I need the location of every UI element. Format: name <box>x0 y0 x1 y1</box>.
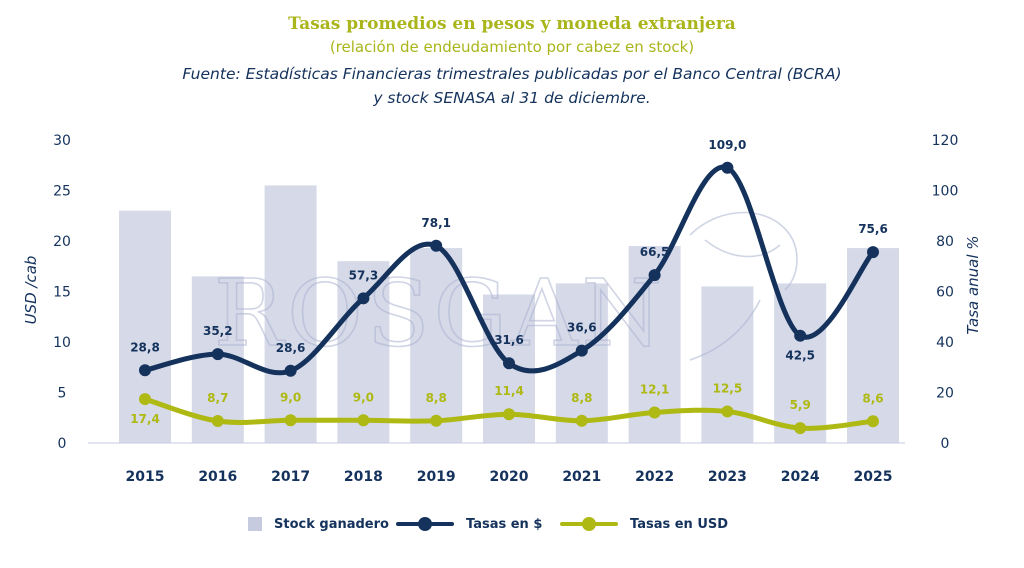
label-usd-2020: 11,4 <box>494 384 524 398</box>
point-pesos-2018 <box>357 292 370 305</box>
left-tick-label: 20 <box>53 234 71 250</box>
label-usd-2015: 17,4 <box>130 412 160 426</box>
legend-swatch-stock <box>248 517 262 531</box>
point-usd-2015 <box>139 393 151 406</box>
point-usd-2016 <box>211 415 224 428</box>
x-tick-label-2015: 2015 <box>126 469 165 485</box>
label-pesos-2015: 28,8 <box>130 340 160 354</box>
label-usd-2017: 9,0 <box>280 390 301 404</box>
x-tick-label-2023: 2023 <box>708 469 747 485</box>
point-usd-2022 <box>648 406 661 419</box>
left-tick-label: 0 <box>58 436 67 452</box>
point-pesos-2021 <box>575 344 588 357</box>
watermark-logo: ROSGAN <box>214 260 666 367</box>
chart-source: Fuente: Estadísticas Financieras trimest… <box>0 62 1024 110</box>
label-usd-2021: 8,8 <box>571 391 592 405</box>
chart-subtitle: (relación de endeudamiento por cabez en … <box>329 38 695 56</box>
lines-layer <box>139 161 879 435</box>
point-usd-2019 <box>430 414 443 427</box>
bar-stock-2019 <box>410 248 463 443</box>
right-tick-label: 120 <box>932 133 959 149</box>
bar-stock-2023 <box>701 286 754 443</box>
legend: Stock ganadero Tasas en $ Tasas en USD <box>0 512 1024 536</box>
chart-title: Tasas promedios en pesos y moneda extran… <box>288 14 736 34</box>
left-tick-label: 30 <box>53 133 71 149</box>
legend-swatch-pesos <box>396 517 454 531</box>
label-usd-2019: 8,8 <box>426 391 447 405</box>
label-pesos-2021: 36,6 <box>567 321 597 335</box>
right-tick-label: 60 <box>936 285 954 301</box>
label-pesos-2020: 31,6 <box>494 333 524 347</box>
label-usd-2016: 8,7 <box>207 391 228 405</box>
right-axis-title: Tasa anual % <box>964 235 982 334</box>
x-tick-label-2024: 2024 <box>781 469 820 485</box>
source-line-1: Fuente: Estadísticas Financieras trimest… <box>182 65 842 83</box>
x-tick-label-2019: 2019 <box>417 469 456 485</box>
point-pesos-2016 <box>211 348 224 361</box>
x-tick-label-2016: 2016 <box>198 469 237 485</box>
point-pesos-2025 <box>867 246 879 259</box>
x-tick-label-2017: 2017 <box>271 469 310 485</box>
label-usd-2024: 5,9 <box>790 398 811 412</box>
label-pesos-2022: 66,5 <box>640 245 670 259</box>
point-usd-2017 <box>284 414 297 427</box>
bar-stock-2015 <box>119 210 171 443</box>
labels-layer: 28,8 35,2 28,6 57,3 78,1 31,6 36,6 66,5 109,0 42,… <box>130 138 888 426</box>
right-tick-label: 40 <box>936 335 954 351</box>
label-pesos-2024: 42,5 <box>785 349 815 363</box>
left-tick-label: 15 <box>53 285 71 301</box>
left-tick-label: 25 <box>53 184 71 200</box>
legend-item-stock: Stock ganadero <box>248 512 389 536</box>
x-tick-label-2022: 2022 <box>635 469 674 485</box>
watermark-bull-icon <box>689 211 798 361</box>
watermark-layer: ROSGAN <box>213 211 798 368</box>
x-tick-label-2018: 2018 <box>344 469 383 485</box>
right-tick-label: 0 <box>941 436 950 452</box>
label-pesos-2023: 109,0 <box>708 138 746 152</box>
point-pesos-2023 <box>721 161 734 174</box>
left-tick-label: 10 <box>53 335 71 351</box>
legend-label-usd: Tasas en USD <box>630 516 729 532</box>
point-pesos-2019 <box>430 239 443 252</box>
point-usd-2024 <box>794 422 807 435</box>
left-tick-label: 5 <box>58 386 67 402</box>
label-pesos-2016: 35,2 <box>203 324 233 338</box>
label-pesos-2025: 75,6 <box>858 222 888 236</box>
x-tick-label-2021: 2021 <box>562 469 601 485</box>
label-usd-2023: 12,5 <box>713 381 743 395</box>
label-usd-2025: 8,6 <box>862 391 883 405</box>
point-usd-2021 <box>575 414 588 427</box>
left-axis-title: USD /cab <box>22 256 40 325</box>
point-usd-2020 <box>503 408 515 421</box>
label-pesos-2019: 78,1 <box>421 216 451 230</box>
point-pesos-2022 <box>648 269 661 282</box>
right-tick-label: 80 <box>936 234 954 250</box>
legend-item-pesos: Tasas en $ <box>396 512 542 536</box>
point-pesos-2024 <box>794 329 807 342</box>
point-pesos-2017 <box>284 364 297 377</box>
bar-stock-2017 <box>264 185 317 443</box>
legend-item-usd: Tasas en USD <box>560 512 728 536</box>
point-pesos-2015 <box>139 364 151 377</box>
label-usd-2018: 9,0 <box>353 390 374 404</box>
point-pesos-2020 <box>503 357 515 370</box>
point-usd-2025 <box>867 415 879 428</box>
bar-stock-2018 <box>337 261 390 443</box>
label-usd-2022: 12,1 <box>640 382 670 396</box>
right-tick-label: 100 <box>932 184 959 200</box>
point-usd-2018 <box>357 414 370 427</box>
x-tick-label-2020: 2020 <box>490 469 529 485</box>
right-tick-label: 20 <box>936 386 954 402</box>
label-pesos-2017: 28,6 <box>276 341 306 355</box>
point-usd-2023 <box>721 405 734 418</box>
source-line-2: y stock SENASA al 31 de diciembre. <box>373 89 651 107</box>
legend-label-stock: Stock ganadero <box>274 516 389 532</box>
legend-label-pesos: Tasas en $ <box>466 516 543 532</box>
legend-swatch-usd <box>560 517 618 531</box>
x-tick-label-2025: 2025 <box>854 469 893 485</box>
label-pesos-2018: 57,3 <box>349 268 379 282</box>
